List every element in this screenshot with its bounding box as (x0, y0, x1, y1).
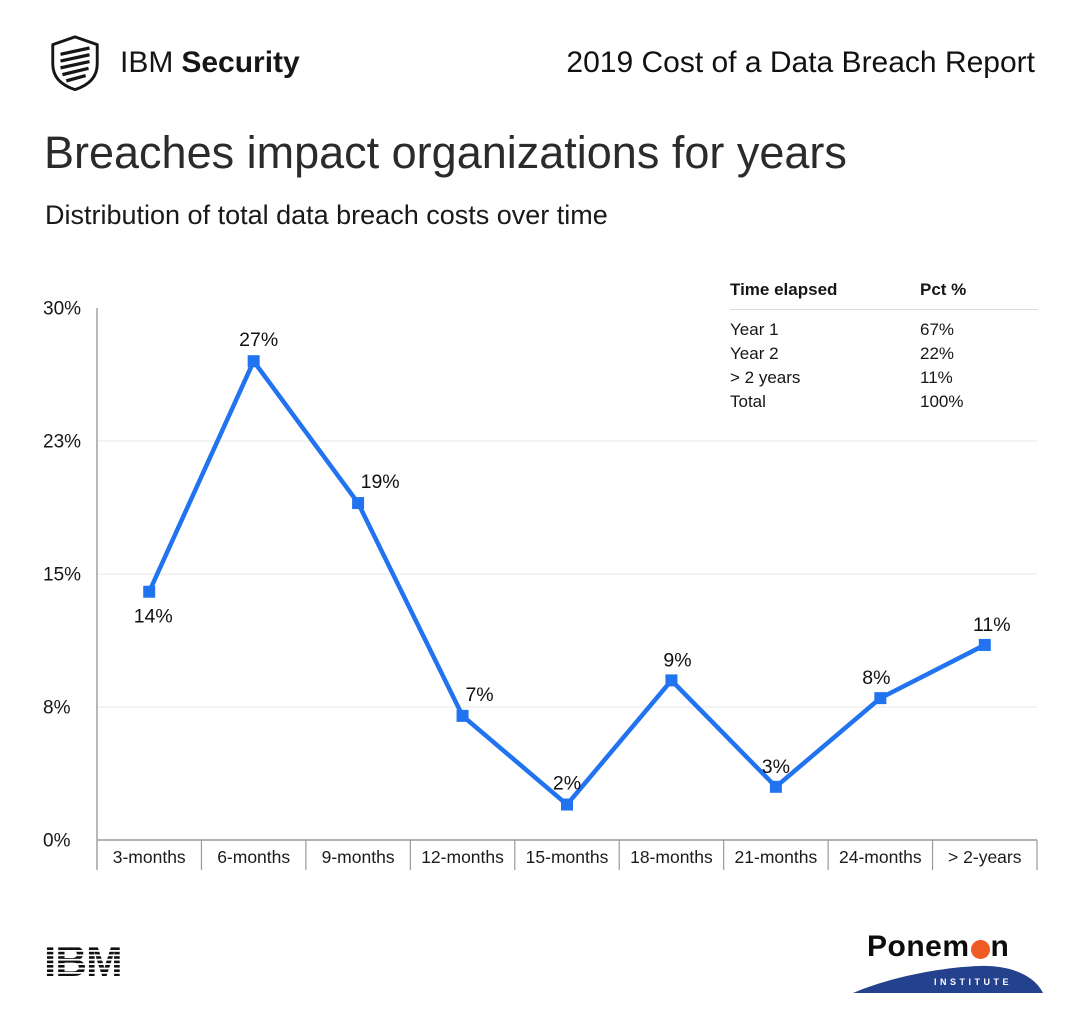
y-tick-label: 0% (43, 831, 71, 852)
row-label: Total (730, 392, 766, 411)
y-tick-label: 30% (43, 299, 81, 320)
data-point-label: 27% (239, 329, 278, 351)
ibm-security-logo: IBM Security (46, 34, 300, 92)
data-point-marker (769, 780, 782, 793)
data-point-label: 2% (553, 773, 581, 795)
summary-table-header: Time elapsed Pct % (730, 280, 1038, 310)
ponemon-sun-icon (970, 940, 990, 959)
breach-cost-line-chart: 3-months 6-months 9-months 12-months 15-mont… (43, 299, 1038, 870)
ponemon-wordmark: Ponem n (867, 930, 1043, 964)
x-tick-label: 15-months (526, 847, 609, 867)
ponemon-institute-logo: Ponem n INSTITUTE (853, 930, 1043, 994)
row-value: 22% (920, 344, 955, 363)
data-point-label: 9% (663, 649, 691, 671)
report-title: 2019 Cost of a Data Breach Report (566, 46, 1035, 79)
ponemon-text-start: Ponem (867, 930, 970, 963)
x-tick-label: 21-months (735, 847, 818, 867)
y-tick-label: 8% (43, 698, 71, 719)
summary-header-time-elapsed: Time elapsed (730, 280, 838, 299)
data-point-marker (665, 674, 678, 687)
data-point-marker (352, 497, 365, 510)
data-point-label: 8% (862, 667, 890, 689)
data-point-marker (978, 638, 991, 651)
x-tick-label: 24-months (839, 847, 922, 867)
x-tick-label: 18-months (630, 847, 713, 867)
ibm-logo: IBM (44, 942, 123, 982)
data-point-label: 19% (361, 471, 400, 493)
data-point-marker (247, 355, 260, 368)
data-point-label: 3% (762, 756, 790, 778)
page-subtitle: Distribution of total data breach costs … (45, 200, 608, 230)
data-point-marker (874, 692, 887, 705)
brand-name: IBM Security (120, 46, 300, 80)
ponemon-hill-shape (853, 965, 1043, 993)
row-label: Year 2 (730, 344, 779, 363)
row-label: > 2 years (730, 368, 801, 387)
x-tick-label: 9-months (322, 847, 395, 867)
breach-cost-line (147, 356, 986, 808)
data-point-label: 7% (465, 684, 493, 706)
ponemon-text-end: n (990, 930, 1010, 963)
x-tick-label: 6-months (217, 847, 290, 867)
x-tick-label: 3-months (113, 847, 186, 867)
row-label: Year 1 (730, 320, 779, 339)
data-point-label: 14% (134, 606, 173, 628)
row-value: 100% (920, 392, 964, 411)
data-point-marker (561, 798, 573, 811)
summary-table-body: Year 1 67% Year 2 22% > 2 years 11% Tota… (730, 318, 1038, 414)
table-row: Year 1 67% (730, 318, 1038, 342)
data-point-label: 11% (973, 614, 1011, 636)
table-row: > 2 years 11% (730, 366, 1038, 390)
data-point-marker (456, 709, 469, 722)
ibm-logo-text: IBM (44, 942, 122, 982)
summary-header-pct: Pct % (920, 280, 967, 299)
table-row: Total 100% (730, 390, 1038, 414)
brand-name-ibm: IBM (120, 46, 174, 79)
page-title: Breaches impact organizations for years (44, 127, 847, 178)
y-tick-label: 15% (43, 565, 81, 586)
x-tick-label: > 2-years (948, 847, 1022, 867)
row-value: 67% (920, 320, 955, 339)
data-point-marker (143, 585, 156, 598)
security-shield-icon (51, 35, 99, 92)
ponemon-institute-text: INSTITUTE (934, 977, 1012, 987)
ponemon-hill-graphic: INSTITUTE (853, 965, 1043, 993)
table-row: Year 2 22% (730, 342, 1038, 366)
time-elapsed-summary-table: Time elapsed Pct % Year 1 67% Year 2 22%… (730, 280, 1038, 414)
row-value: 11% (920, 368, 953, 387)
x-tick-label: 12-months (421, 847, 504, 867)
brand-name-security: Security (181, 46, 300, 79)
y-tick-label: 23% (43, 432, 81, 453)
